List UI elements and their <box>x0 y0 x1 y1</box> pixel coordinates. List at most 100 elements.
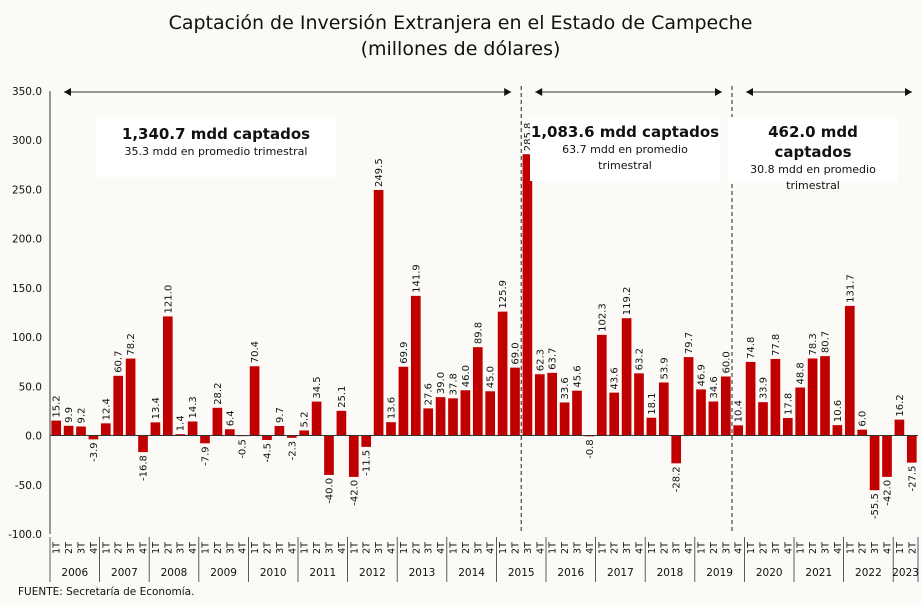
y-tick-label: 50.0 <box>19 381 42 393</box>
bar <box>646 417 657 436</box>
bar <box>782 418 793 436</box>
data-label: 5.2 <box>300 412 311 428</box>
data-label: 74.8 <box>746 337 757 359</box>
bar <box>906 435 917 463</box>
quarter-tick-label: 3T <box>424 542 435 554</box>
year-label: 2021 <box>805 567 832 579</box>
quarter-tick-label: 1T <box>201 542 212 554</box>
bar <box>807 358 818 436</box>
bar <box>63 425 74 436</box>
bar <box>894 419 905 436</box>
data-label: 60.0 <box>721 351 732 373</box>
quarter-tick-label: 1T <box>52 542 63 554</box>
data-label: -0.8 <box>585 439 596 459</box>
quarter-tick-label: 2T <box>709 542 720 554</box>
data-label: 69.9 <box>399 341 410 363</box>
quarter-tick-label: 1T <box>796 542 807 554</box>
data-label: -0.5 <box>238 439 249 459</box>
quarter-tick-label: 3T <box>870 542 881 554</box>
data-label: 45.6 <box>573 365 584 387</box>
quarter-tick-label: 4T <box>287 542 298 554</box>
bar <box>162 316 173 436</box>
bar <box>138 435 148 453</box>
bar <box>286 435 297 438</box>
quarter-tick-label: 3T <box>821 542 832 554</box>
bar <box>324 435 334 475</box>
quarter-tick-label: 2T <box>907 542 918 554</box>
quarter-tick-label: 2T <box>114 542 125 554</box>
data-label: 25.1 <box>337 386 348 408</box>
quarter-tick-label: 4T <box>486 542 497 554</box>
data-label: 34.5 <box>312 376 323 398</box>
y-tick-label: 0.0 <box>25 431 42 443</box>
bar <box>224 429 235 436</box>
bar <box>76 426 86 436</box>
quarter-tick-label: 3T <box>672 542 683 554</box>
quarter-tick-label: 3T <box>126 542 137 554</box>
bar <box>200 435 210 444</box>
quarter-tick-label: 4T <box>635 542 646 554</box>
bar <box>671 435 682 464</box>
year-label: 2013 <box>409 567 436 579</box>
bar <box>758 402 768 436</box>
data-label: 12.4 <box>101 398 112 420</box>
chart-title-line1: Captación de Inversión Extranjera en el … <box>168 12 753 34</box>
data-label: -2.3 <box>287 441 298 461</box>
data-label: 39.0 <box>436 372 447 394</box>
data-label: 131.7 <box>845 274 856 303</box>
bar <box>398 366 409 436</box>
year-label: 2017 <box>607 567 634 579</box>
data-label: 48.8 <box>796 362 807 384</box>
bar <box>435 397 446 436</box>
data-label: 33.6 <box>560 377 571 399</box>
data-label: 69.0 <box>511 342 522 364</box>
data-label: -3.9 <box>89 442 100 462</box>
data-label: 14.3 <box>188 396 199 418</box>
data-label: 13.4 <box>151 397 162 419</box>
period-arrow-head-left <box>535 88 543 96</box>
year-label: 2011 <box>309 567 336 579</box>
bar <box>832 425 843 436</box>
quarter-tick-label: 3T <box>275 542 286 554</box>
year-label: 2008 <box>161 567 188 579</box>
quarter-tick-label: 1T <box>548 542 559 554</box>
bar <box>100 423 111 436</box>
quarter-tick-label: 2T <box>163 542 174 554</box>
quarter-tick-label: 4T <box>89 542 100 554</box>
annotation-period-3: 462.0 mdd captados 30.8 mdd en promedio … <box>728 117 898 192</box>
quarter-tick-label: 4T <box>734 542 745 554</box>
annotation-period-3-detail: 30.8 mdd en promedio trimestral <box>750 163 876 192</box>
year-label: 2010 <box>260 567 287 579</box>
data-label: 70.4 <box>250 341 261 363</box>
annotation-period-3-headline: 462.0 mdd captados <box>768 123 858 161</box>
quarter-tick-label: 2T <box>858 542 869 554</box>
bar <box>683 357 694 436</box>
bar <box>559 402 570 436</box>
bar <box>497 311 508 436</box>
quarter-tick-label: 2T <box>411 542 422 554</box>
data-label: 37.8 <box>449 373 460 395</box>
quarter-tick-label: 4T <box>238 542 249 554</box>
bar <box>410 295 421 436</box>
bar <box>472 347 483 436</box>
bar <box>596 334 607 436</box>
data-label: 77.8 <box>771 334 782 356</box>
quarter-tick-label: 2T <box>263 542 274 554</box>
data-label: 53.9 <box>659 357 670 379</box>
bar <box>708 401 719 436</box>
quarter-tick-label: 2T <box>511 542 522 554</box>
data-label: 78.3 <box>808 333 819 355</box>
source-note: FUENTE: Secretaría de Economía. <box>18 586 195 598</box>
bar <box>299 430 310 436</box>
year-label: 2022 <box>855 567 882 579</box>
data-label: 18.1 <box>647 392 658 414</box>
quarter-tick-label: 1T <box>449 542 460 554</box>
data-label: 249.5 <box>374 158 385 187</box>
quarter-tick-label: 3T <box>771 542 782 554</box>
quarter-tick-label: 4T <box>387 542 398 554</box>
y-tick-label: -50.0 <box>15 480 42 492</box>
quarter-tick-label: 1T <box>498 542 509 554</box>
data-label: -11.5 <box>362 450 373 476</box>
bar <box>373 189 384 436</box>
